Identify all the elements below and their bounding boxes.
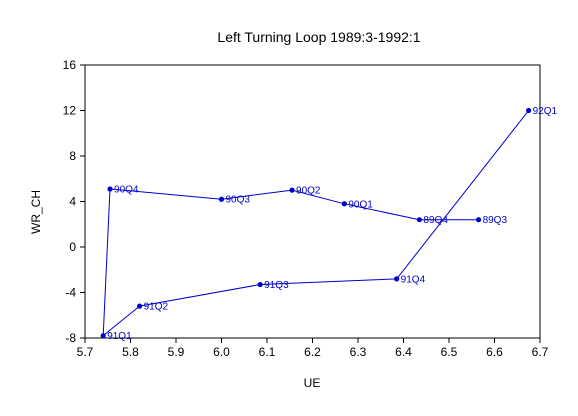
- data-point-marker: [394, 276, 400, 282]
- x-tick-label: 6.2: [304, 345, 321, 359]
- y-axis-title: WR_CH: [29, 190, 43, 234]
- data-points: 89Q3 89Q4 90Q1 90Q2 90Q3 90Q4 91Q1 91Q2 91Q3 91Q4…: [100, 106, 558, 342]
- data-point-marker: [218, 196, 225, 202]
- data-point-label: 91Q3: [264, 280, 289, 291]
- x-tick-label: 6.5: [441, 345, 458, 359]
- data-point-label: 90Q1: [348, 199, 373, 210]
- y-tick-label: 12: [63, 104, 77, 118]
- data-point-label: 90Q3: [226, 195, 251, 206]
- y-tick-label: 0: [69, 240, 76, 254]
- x-axis: 5.7 5.8 5.9 6.0 6.1 6.2 6.3 6.4 6.5 6.6 6.7: [77, 338, 549, 359]
- data-point-marker: [107, 186, 113, 192]
- x-tick-label: 5.8: [122, 345, 139, 359]
- data-point-marker: [100, 333, 106, 339]
- data-point-label: 89Q4: [423, 215, 448, 226]
- data-point-marker: [257, 281, 263, 288]
- chart-title: Left Turning Loop 1989:3-1992:1: [217, 29, 420, 45]
- data-point-label: 89Q3: [483, 215, 508, 226]
- x-tick-label: 6.4: [395, 345, 412, 359]
- data-point-marker: [289, 187, 295, 193]
- data-point-marker: [137, 303, 143, 309]
- x-tick-label: 6.7: [532, 345, 549, 359]
- data-point-label: 91Q2: [144, 302, 169, 313]
- data-point-marker: [341, 201, 347, 207]
- y-tick-label: -8: [65, 331, 76, 345]
- x-tick-label: 6.6: [486, 345, 503, 359]
- x-tick-label: 5.7: [77, 345, 94, 359]
- plot-frame: [84, 64, 541, 339]
- data-point-label: 91Q4: [401, 274, 426, 285]
- x-tick-label: 6.0: [213, 345, 230, 359]
- x-tick-label: 6.1: [259, 345, 276, 359]
- x-tick-label: 5.9: [168, 345, 185, 359]
- y-axis: -8 -4 0 4 8 12 16: [63, 58, 85, 345]
- x-tick-label: 6.3: [350, 345, 367, 359]
- x-axis-title: UE: [304, 376, 321, 390]
- y-tick-label: -4: [65, 286, 76, 300]
- y-tick-label: 16: [63, 58, 77, 72]
- data-point-label: 90Q2: [296, 186, 321, 197]
- data-point-label: 92Q1: [533, 106, 558, 117]
- data-point-marker: [416, 217, 423, 223]
- data-point-label: 91Q1: [107, 331, 132, 342]
- data-point-marker: [475, 217, 482, 223]
- data-point-marker: [526, 107, 532, 114]
- y-tick-label: 4: [69, 195, 76, 209]
- y-tick-label: 8: [69, 149, 76, 163]
- data-point-label: 90Q4: [114, 184, 139, 195]
